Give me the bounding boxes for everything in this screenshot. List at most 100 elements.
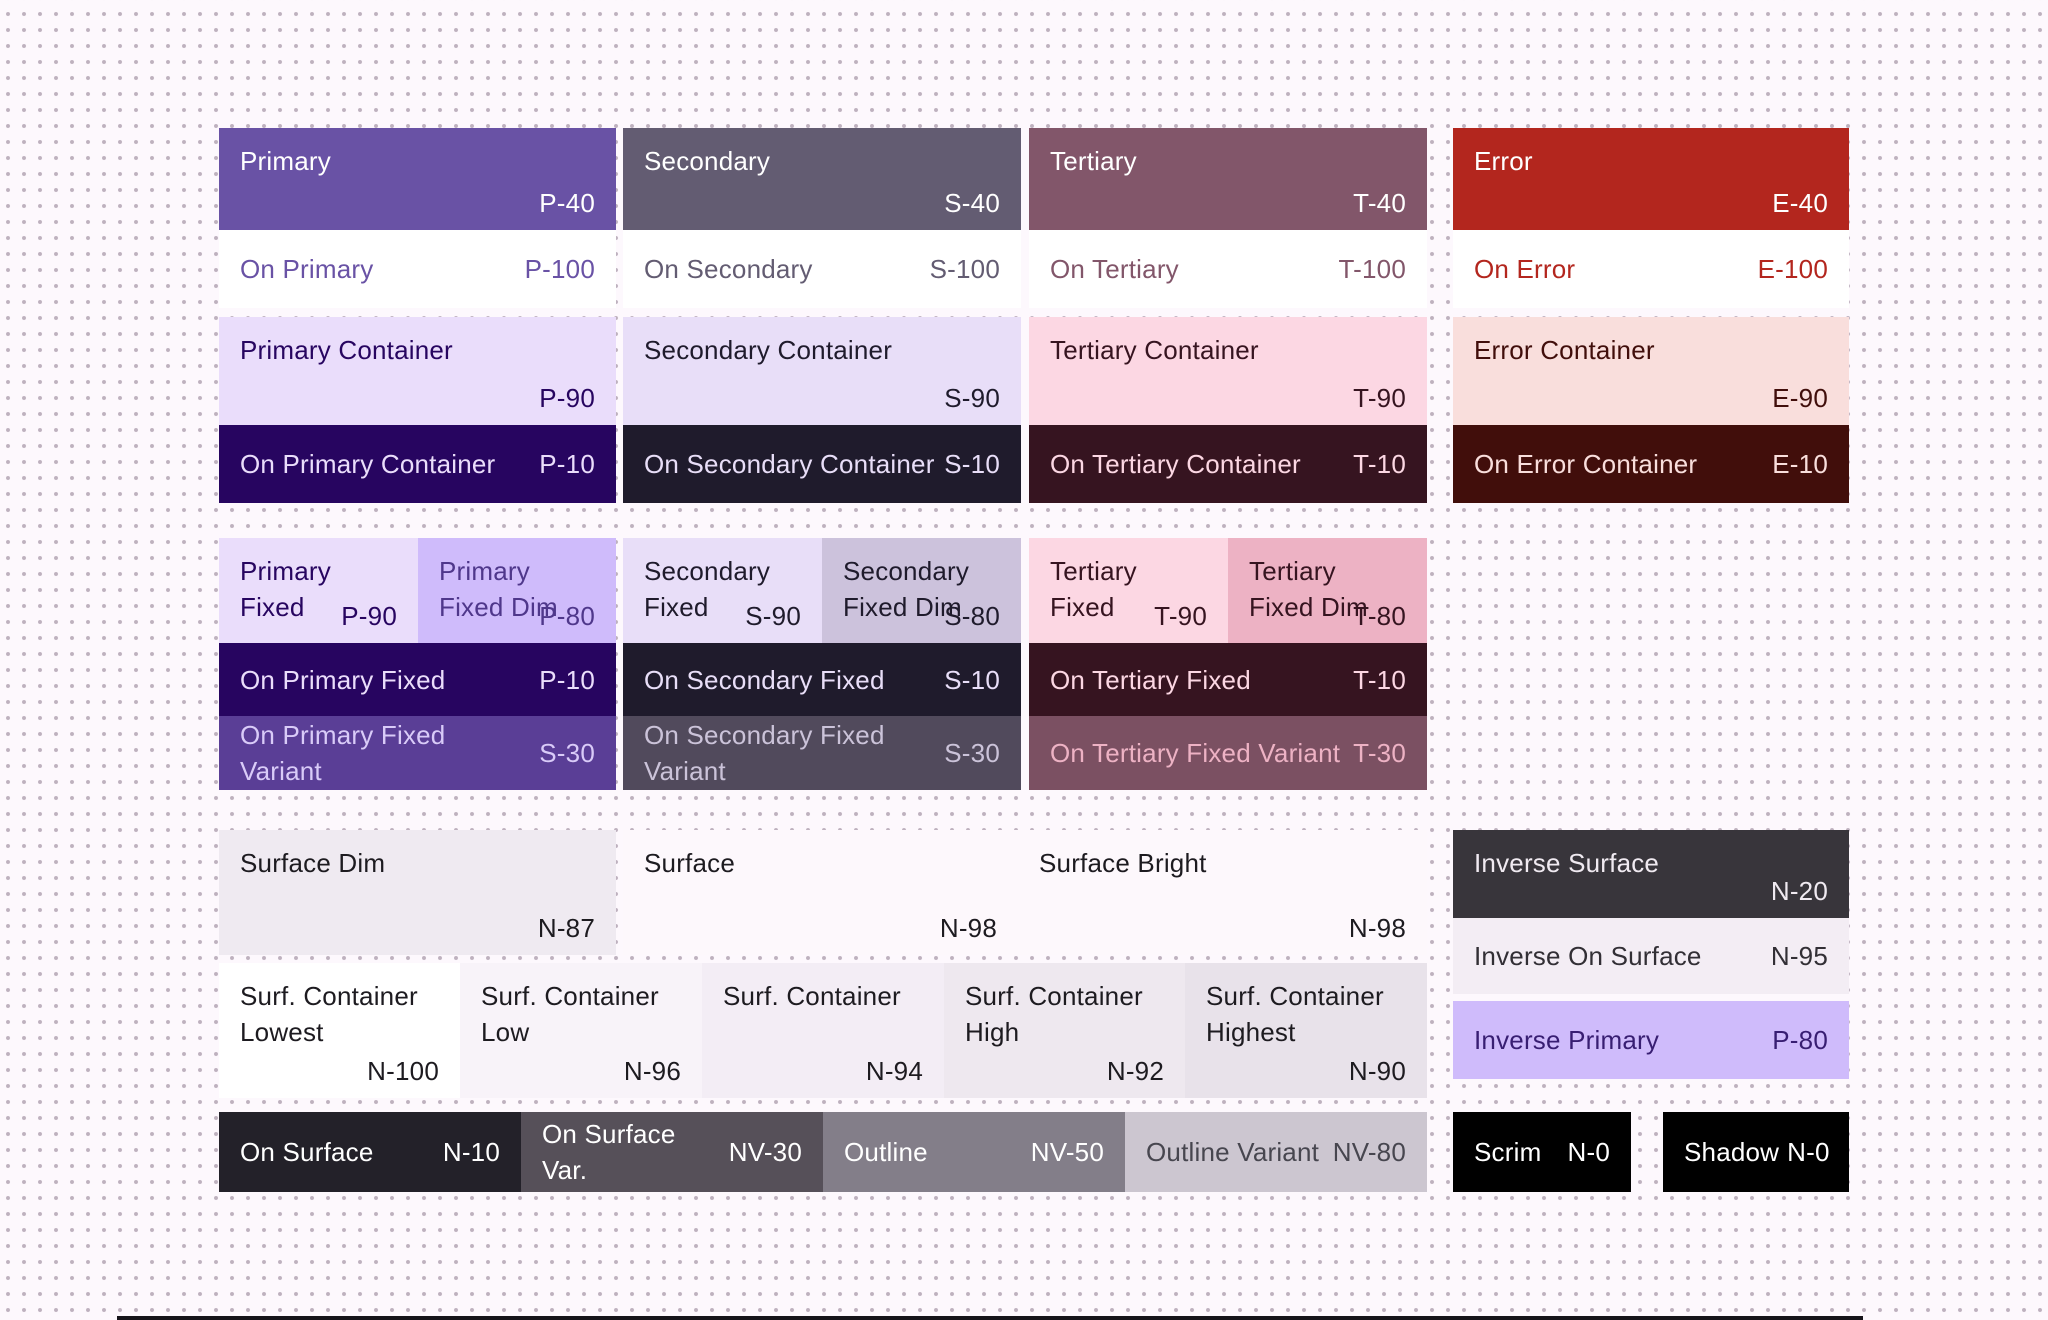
swatch-error-container-tone: E-90: [1772, 383, 1828, 413]
swatch-secondary: Secondary S-40: [623, 128, 1021, 230]
swatch-on-secondary-tone: S-100: [929, 254, 1000, 284]
swatch-on-secondary-container-tone: S-10: [944, 449, 1000, 479]
swatch-inverse-primary-label: Inverse Primary: [1474, 1025, 1660, 1055]
swatch-secondary-fixed-dim: Secondary Fixed Dim S-80: [822, 538, 1021, 643]
swatch-primary-container: Primary Container P-90: [219, 317, 616, 425]
swatch-inverse-on-surface: Inverse On Surface N-95: [1453, 918, 1849, 994]
swatch-tertiary-fixed: Tertiary Fixed T-90: [1029, 538, 1228, 643]
swatch-outline-variant-tone: NV-80: [1332, 1137, 1406, 1167]
swatch-inverse-surface-tone: N-20: [1770, 876, 1828, 906]
swatch-surface-bright-label: Surface Bright: [1039, 848, 1207, 878]
swatch-surface-tone: N-98: [939, 913, 997, 943]
swatch-on-error-container-label: On Error Container: [1474, 449, 1698, 479]
swatch-surface-container-lowest: Surf. Container Lowest N-100: [219, 963, 460, 1098]
swatch-primary-fixed: Primary Fixed P-90: [219, 538, 418, 643]
swatch-surface-container-tone: N-94: [865, 1056, 923, 1086]
swatch-shadow-label: Shadow: [1684, 1137, 1780, 1167]
swatch-surface-container-low: Surf. Container Low N-96: [460, 963, 702, 1098]
swatch-surface-container-low-tone: N-96: [623, 1056, 681, 1086]
swatch-on-secondary-container: On Secondary Container S-10: [623, 425, 1021, 503]
swatch-outline-variant-label: Outline Variant: [1146, 1137, 1320, 1167]
swatch-on-primary-fixed-tone: P-10: [539, 664, 595, 695]
swatch-tertiary-container-tone: T-90: [1353, 383, 1406, 413]
swatch-tertiary-fixed-dim-label: Tertiary Fixed Dim: [1249, 556, 1368, 622]
swatch-inverse-surface-label: Inverse Surface: [1474, 848, 1660, 878]
swatch-inverse-primary-tone: P-80: [1772, 1025, 1828, 1055]
swatch-secondary-container: Secondary Container S-90: [623, 317, 1021, 425]
swatch-error: Error E-40: [1453, 128, 1849, 230]
swatch-on-surface-variant-label: On Surface Var.: [542, 1119, 676, 1185]
swatch-on-secondary-fixed-tone: S-10: [944, 664, 1000, 695]
swatch-surface-container-high-tone: N-92: [1106, 1056, 1164, 1086]
swatch-primary-fixed-label: Primary Fixed: [240, 556, 331, 622]
swatch-error-container: Error Container E-90: [1453, 317, 1849, 425]
swatch-on-primary-tone: P-100: [524, 254, 595, 284]
swatch-on-tertiary-container-tone: T-10: [1353, 449, 1406, 479]
swatch-inverse-surface: Inverse Surface N-20: [1453, 830, 1849, 918]
swatch-surface-dim: Surface Dim N-87: [219, 830, 616, 955]
swatch-surface-container-lowest-tone: N-100: [367, 1056, 439, 1086]
swatch-on-primary-fixed: On Primary Fixed P-10: [219, 643, 616, 716]
swatch-on-secondary-label: On Secondary: [644, 254, 813, 284]
swatch-error-label: Error: [1474, 146, 1533, 176]
swatch-on-error-container: On Error Container E-10: [1453, 425, 1849, 503]
cutoff-next-row-edge: [117, 1316, 1863, 1320]
swatch-secondary-label: Secondary: [644, 146, 771, 176]
swatch-tertiary-fixed-tone: T-90: [1154, 601, 1207, 631]
swatch-primary: Primary P-40: [219, 128, 616, 230]
swatch-secondary-fixed-dim-tone: S-80: [944, 601, 1000, 631]
swatch-on-surface-variant: On Surface Var. NV-30: [521, 1112, 823, 1192]
swatch-scrim: Scrim N-0: [1453, 1112, 1631, 1192]
swatch-surface-container: Surf. Container N-94: [702, 963, 944, 1098]
swatch-surface-container-low-label: Surf. Container Low: [481, 981, 659, 1047]
swatch-tertiary: Tertiary T-40: [1029, 128, 1427, 230]
swatch-on-tertiary-fixed-variant: On Tertiary Fixed Variant T-30: [1029, 716, 1427, 790]
swatch-surface-container-highest-tone: N-90: [1348, 1056, 1406, 1086]
swatch-on-tertiary-fixed-label: On Tertiary Fixed: [1050, 664, 1251, 695]
swatch-on-primary-fixed-variant-label: On Primary Fixed Variant: [240, 720, 446, 786]
swatch-surface-container-label: Surf. Container: [723, 981, 901, 1011]
swatch-on-error: On Error E-100: [1453, 230, 1849, 308]
swatch-surface-container-lowest-label: Surf. Container Lowest: [240, 981, 418, 1047]
swatch-primary-fixed-dim: Primary Fixed Dim P-80: [418, 538, 616, 643]
swatch-on-surface-tone: N-10: [442, 1137, 500, 1167]
swatch-primary-fixed-tone: P-90: [341, 601, 397, 631]
swatch-scrim-tone: N-0: [1567, 1137, 1610, 1167]
swatch-secondary-container-tone: S-90: [944, 383, 1000, 413]
swatch-tertiary-fixed-dim-tone: T-80: [1353, 601, 1406, 631]
swatch-on-secondary-container-label: On Secondary Container: [644, 449, 935, 479]
swatch-primary-fixed-dim-label: Primary Fixed Dim: [439, 556, 558, 622]
swatch-on-primary-label: On Primary: [240, 254, 374, 284]
swatch-primary-label: Primary: [240, 146, 331, 176]
swatch-tertiary-fixed-dim: Tertiary Fixed Dim T-80: [1228, 538, 1427, 643]
swatch-on-tertiary-fixed-variant-label: On Tertiary Fixed Variant: [1050, 738, 1341, 768]
swatch-on-error-label: On Error: [1474, 254, 1576, 284]
swatch-inverse-on-surface-tone: N-95: [1770, 941, 1828, 971]
swatch-on-primary-container-tone: P-10: [539, 449, 595, 479]
swatch-tertiary-tone: T-40: [1353, 188, 1406, 218]
swatch-on-secondary-fixed-label: On Secondary Fixed: [644, 664, 885, 695]
swatch-surface-container-highest: Surf. Container Highest N-90: [1185, 963, 1427, 1098]
swatch-surface-label: Surface: [644, 848, 736, 878]
swatch-secondary-fixed: Secondary Fixed S-90: [623, 538, 822, 643]
swatch-on-secondary-fixed: On Secondary Fixed S-10: [623, 643, 1021, 716]
swatch-outline-tone: NV-50: [1030, 1137, 1104, 1167]
swatch-on-surface: On Surface N-10: [219, 1112, 521, 1192]
swatch-surface-container-high: Surf. Container High N-92: [944, 963, 1185, 1098]
swatch-on-primary-fixed-variant: On Primary Fixed Variant S-30: [219, 716, 616, 790]
swatch-secondary-container-label: Secondary Container: [644, 335, 893, 365]
swatch-inverse-on-surface-label: Inverse On Surface: [1474, 941, 1702, 971]
swatch-primary-tone: P-40: [539, 188, 595, 218]
swatch-on-tertiary-container-label: On Tertiary Container: [1050, 449, 1301, 479]
swatch-on-error-container-tone: E-10: [1772, 449, 1828, 479]
swatch-inverse-primary: Inverse Primary P-80: [1453, 1001, 1849, 1079]
swatch-tertiary-container: Tertiary Container T-90: [1029, 317, 1427, 425]
swatch-on-tertiary-fixed: On Tertiary Fixed T-10: [1029, 643, 1427, 716]
swatch-on-secondary-fixed-variant-tone: S-30: [944, 738, 1000, 768]
swatch-primary-container-tone: P-90: [539, 383, 595, 413]
swatch-outline-variant: Outline Variant NV-80: [1125, 1112, 1427, 1192]
swatch-tertiary-label: Tertiary: [1050, 146, 1137, 176]
swatch-outline-label: Outline: [844, 1137, 928, 1167]
swatch-shadow-tone: N-0: [1787, 1137, 1830, 1167]
